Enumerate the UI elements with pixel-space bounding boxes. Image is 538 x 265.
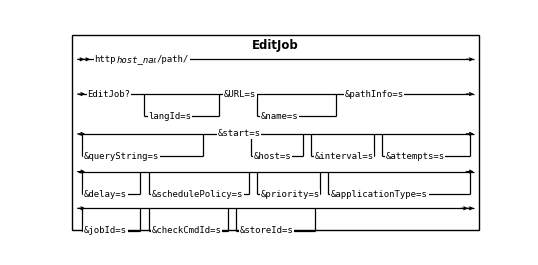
Text: &URL=s: &URL=s xyxy=(224,90,256,99)
Text: &storeId=s: &storeId=s xyxy=(239,226,293,235)
Text: http://: http:// xyxy=(94,55,132,64)
Text: &checkCmdId=s: &checkCmdId=s xyxy=(152,226,221,235)
Text: &queryString=s: &queryString=s xyxy=(84,152,159,161)
Text: &schedulePolicy=s: &schedulePolicy=s xyxy=(152,189,243,198)
Text: &priority=s: &priority=s xyxy=(260,189,320,198)
Text: &host=s: &host=s xyxy=(254,152,292,161)
Text: &name=s: &name=s xyxy=(261,112,299,121)
Text: host_name: host_name xyxy=(116,55,165,64)
Text: &jobId=s: &jobId=s xyxy=(84,226,127,235)
Text: /path/: /path/ xyxy=(157,55,189,64)
Text: &start=s: &start=s xyxy=(217,129,260,138)
Text: &interval=s: &interval=s xyxy=(315,152,373,161)
Text: EditJob: EditJob xyxy=(252,39,299,52)
Text: langId=s: langId=s xyxy=(148,112,192,121)
Text: &attempts=s: &attempts=s xyxy=(385,152,444,161)
Text: &pathInfo=s: &pathInfo=s xyxy=(344,90,404,99)
Text: EditJob?: EditJob? xyxy=(87,90,130,99)
Text: &delay=s: &delay=s xyxy=(84,189,127,198)
Text: &applicationType=s: &applicationType=s xyxy=(331,189,428,198)
